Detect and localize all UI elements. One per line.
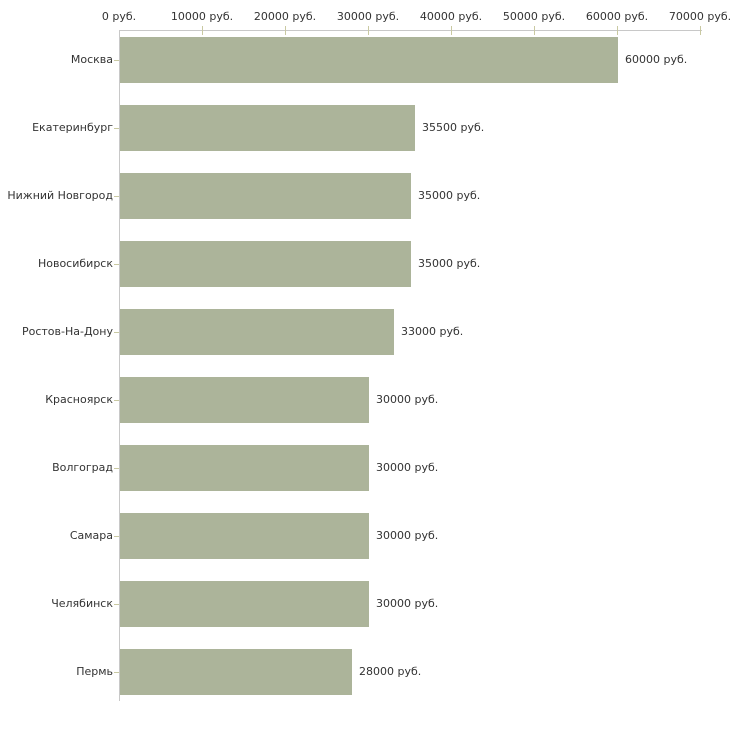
- value-label: 30000 руб.: [376, 392, 439, 406]
- category-label: Нижний Новгород: [7, 188, 113, 202]
- category-label: Ростов-На-Дону: [21, 324, 113, 338]
- y-axis-tick: [114, 399, 119, 401]
- x-axis-tick: [285, 26, 286, 35]
- category-label: Самара: [69, 528, 113, 542]
- category-label: Екатеринбург: [32, 120, 113, 134]
- x-axis-tick-label: 50000 руб.: [502, 10, 566, 23]
- x-axis-tick-label: 0 руб.: [101, 10, 137, 23]
- bar-1: [120, 104, 415, 151]
- bar-0: [120, 36, 618, 83]
- x-axis-tick-label: 20000 руб.: [253, 10, 317, 23]
- y-axis-tick: [114, 671, 119, 673]
- y-axis-tick: [114, 59, 119, 61]
- value-label: 28000 руб.: [359, 664, 422, 678]
- y-axis-line: [119, 30, 120, 701]
- x-axis-tick-label: 40000 руб.: [419, 10, 483, 23]
- y-axis-tick: [114, 127, 119, 129]
- y-axis-tick: [114, 331, 119, 333]
- y-axis-tick: [114, 535, 119, 537]
- value-label: 60000 руб.: [625, 52, 688, 66]
- x-axis-tick-label: 70000 руб.: [668, 10, 730, 23]
- category-label: Пермь: [76, 664, 113, 678]
- x-axis-tick-label: 10000 руб.: [170, 10, 234, 23]
- category-label: Челябинск: [51, 596, 113, 610]
- value-label: 35500 руб.: [422, 120, 485, 134]
- x-axis-tick: [451, 26, 452, 35]
- x-axis-tick: [368, 26, 369, 35]
- y-axis-tick: [114, 467, 119, 469]
- x-axis-tick-label: 60000 руб.: [585, 10, 649, 23]
- x-axis-tick: [202, 26, 203, 35]
- bar-9: [120, 648, 352, 695]
- x-axis-tick: [700, 26, 701, 35]
- value-label: 33000 руб.: [401, 324, 464, 338]
- bar-5: [120, 376, 369, 423]
- category-label: Новосибирск: [37, 256, 113, 270]
- x-axis-tick: [534, 26, 535, 35]
- value-label: 35000 руб.: [418, 256, 481, 270]
- category-label: Москва: [70, 52, 113, 66]
- value-label: 30000 руб.: [376, 460, 439, 474]
- category-label: Волгоград: [52, 460, 113, 474]
- bar-8: [120, 580, 369, 627]
- x-axis-tick-label: 30000 руб.: [336, 10, 400, 23]
- bar-4: [120, 308, 394, 355]
- category-label: Красноярск: [45, 392, 113, 406]
- bar-2: [120, 172, 411, 219]
- y-axis-tick: [114, 195, 119, 197]
- value-label: 30000 руб.: [376, 596, 439, 610]
- y-axis-tick: [114, 263, 119, 265]
- x-axis-line: [119, 30, 702, 31]
- x-axis-tick: [617, 26, 618, 35]
- value-label: 35000 руб.: [418, 188, 481, 202]
- bar-7: [120, 512, 369, 559]
- value-label: 30000 руб.: [376, 528, 439, 542]
- y-axis-tick: [114, 603, 119, 605]
- bar-3: [120, 240, 411, 287]
- bar-6: [120, 444, 369, 491]
